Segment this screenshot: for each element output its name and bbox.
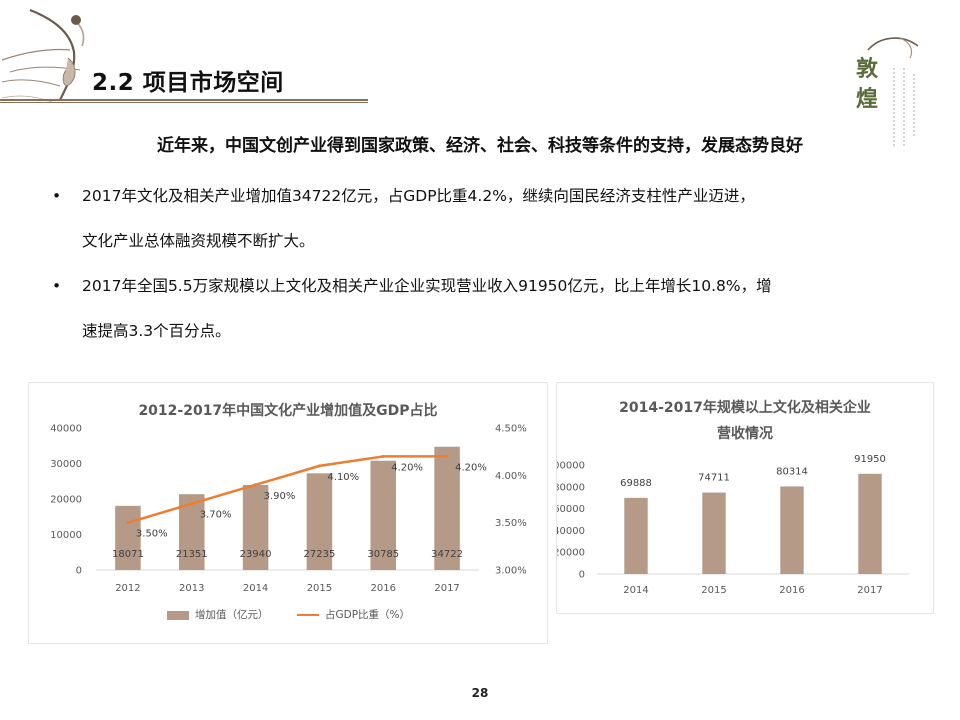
chart-2-bar xyxy=(780,486,804,574)
chart-1-bar-label: 18071 xyxy=(112,549,144,560)
chart-1-line-point xyxy=(126,521,130,525)
decorative-corner-art xyxy=(1,8,85,103)
legend-bar-label: 增加值（亿元） xyxy=(195,609,269,621)
chart-2-bar xyxy=(858,473,882,574)
chart-2-y-tick: 100000 xyxy=(557,461,585,472)
bullet-marker: • xyxy=(52,277,62,295)
dunhuang-logo: 敦 煌 xyxy=(856,37,919,146)
bullet-marker: • xyxy=(52,187,62,205)
bullet-1-line-2: 文化产业总体融资规模不断扩大。 xyxy=(82,232,315,250)
chart-2-y-tick: 0 xyxy=(579,570,585,581)
chart-2-y-tick: 80000 xyxy=(557,482,585,493)
chart-1-line-point xyxy=(381,454,385,458)
chart-2-bar-label: 80314 xyxy=(776,466,808,477)
chart-1-line-point xyxy=(445,454,449,458)
chart-2-bar-label: 69888 xyxy=(620,478,652,489)
chart-1-x-tick: 2015 xyxy=(307,583,332,594)
chart-1-legend-bar: 增加值（亿元） xyxy=(167,607,269,622)
chart-2-x-tick: 2015 xyxy=(701,585,726,596)
chart-1-gdp-line xyxy=(127,455,448,524)
chart-1-y2-tick: 4.00% xyxy=(495,471,527,482)
page-number: 28 xyxy=(471,686,489,700)
chart-1-line-point xyxy=(317,464,321,468)
chart-2-bar-label: 74711 xyxy=(698,473,730,484)
chart-1-line-point xyxy=(190,502,194,506)
bullet-2-line-1: 2017年全国5.5万家规模以上文化及相关产业企业实现营业收入91950亿元，比… xyxy=(82,277,772,295)
chart-1-y-tick: 40000 xyxy=(50,424,82,435)
chart-2-title-line-2: 营收情况 xyxy=(717,426,773,442)
chart-1-plot: 0 10000 20000 30000 40000 3.00% 3.50% 4.00% 4.50… xyxy=(50,424,527,595)
chart-2-x-tick: 2017 xyxy=(857,585,882,596)
chart-1-line-label: 4.10% xyxy=(327,472,359,483)
chart-1-y2-tick: 4.50% xyxy=(495,424,527,435)
chart-1-bar-label: 23940 xyxy=(240,549,272,560)
bullet-2-line-2: 速提高3.3个百分点。 xyxy=(82,322,231,340)
chart-1-x-tick: 2016 xyxy=(371,583,396,594)
chart-1-bar xyxy=(306,473,333,570)
chart-1-bar xyxy=(115,505,141,570)
chart-1-bar xyxy=(242,485,269,570)
logo-char-2: 煌 xyxy=(856,86,878,112)
chart-1-bar-label: 21351 xyxy=(176,549,208,560)
chart-1-y-tick: 30000 xyxy=(50,459,82,470)
chart-1-bar-label: 30785 xyxy=(367,549,399,560)
chart-1-y2-tick: 3.50% xyxy=(495,518,527,529)
chart-1-line-label: 3.50% xyxy=(136,529,168,540)
chart-1-bar-label: 34722 xyxy=(431,549,463,560)
logo-char-1: 敦 xyxy=(856,56,879,82)
chart-2-title-line-1: 2014-2017年规模以上文化及相关企业 xyxy=(619,400,871,416)
chart-1-line-label: 4.20% xyxy=(391,462,423,473)
chart-2-plot: 0 20000 40000 60000 80000 100000 69888 2014 7471… xyxy=(557,454,909,596)
chart-1-y-tick: 10000 xyxy=(50,530,82,541)
chart-2-bar xyxy=(624,497,648,574)
section-title: 2.2 项目市场空间 xyxy=(92,70,284,96)
chart-cultural-industry-value: 2012-2017年中国文化产业增加值及GDP占比 0 10000 20000 300… xyxy=(28,382,548,644)
chart-1-y2-tick: 3.00% xyxy=(495,566,527,577)
chart-1-line-label: 3.70% xyxy=(200,510,232,521)
chart-1-title: 2012-2017年中国文化产业增加值及GDP占比 xyxy=(138,403,438,419)
chart-1-x-tick: 2013 xyxy=(179,583,204,594)
chart-2-x-tick: 2014 xyxy=(623,585,648,596)
chart-1-y-tick: 0 xyxy=(76,566,82,577)
chart-1-bar xyxy=(434,446,460,570)
chart-1-bar xyxy=(370,460,397,570)
chart-1-line-label: 3.90% xyxy=(264,491,296,502)
legend-line-label: 占GDP比重（%） xyxy=(325,609,411,621)
legend-bar-swatch xyxy=(167,610,189,620)
chart-1-y-tick: 20000 xyxy=(50,495,82,506)
title-underline xyxy=(0,99,368,103)
legend-line-swatch xyxy=(297,614,319,616)
chart-2-y-tick: 40000 xyxy=(557,526,585,537)
chart-2-y-tick: 20000 xyxy=(557,548,585,559)
chart-enterprise-revenue: 2014-2017年规模以上文化及相关企业 营收情况 0 20000 40000 60… xyxy=(556,382,934,614)
chart-1-legend-line: 占GDP比重（%） xyxy=(297,607,410,622)
chart-1-x-tick: 2014 xyxy=(243,583,268,594)
chart-2-y-tick: 60000 xyxy=(557,504,585,515)
subtitle-summary: 近年来，中国文创产业得到国家政策、经济、社会、科技等条件的支持，发展态势良好 xyxy=(157,136,803,156)
bullet-1-line-1: 2017年文化及相关产业增加值34722亿元，占GDP比重4.2%，继续向国民经… xyxy=(82,187,755,205)
chart-2-bar xyxy=(702,492,726,574)
chart-1-line-point xyxy=(254,483,258,487)
chart-1-x-tick: 2012 xyxy=(115,583,140,594)
chart-1-x-tick: 2017 xyxy=(434,583,459,594)
chart-1-line-label: 4.20% xyxy=(455,462,487,473)
chart-2-bar-label: 91950 xyxy=(854,454,886,465)
chart-2-x-tick: 2016 xyxy=(779,585,804,596)
chart-1-bar-label: 27235 xyxy=(304,549,336,560)
